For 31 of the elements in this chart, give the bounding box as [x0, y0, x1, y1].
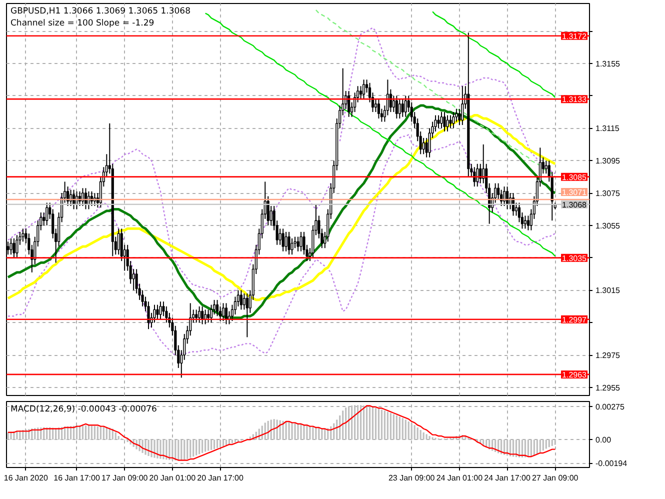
- x-tick-label: 16 Jan 17:00: [54, 474, 100, 482]
- y-tick-label: 1.3115: [596, 124, 620, 134]
- y-tick-label: 1.3095: [596, 156, 621, 166]
- ref-line-label: 1.3068: [562, 200, 588, 210]
- y-tick-label: 1.2955: [596, 383, 621, 392]
- y-tick-label: 1.3075: [596, 189, 621, 198]
- y-tick-label: 1.3015: [596, 286, 621, 296]
- y-tick-label: 1.2975: [596, 351, 621, 360]
- x-tick-label: 27 Jan 09:00: [532, 474, 579, 482]
- y-tick-label: 0.00: [596, 436, 612, 445]
- y-tick-label: 1.3155: [596, 59, 621, 68]
- ref-line-label: 1.3071: [562, 188, 588, 197]
- ref-line-label: 1.3085: [562, 172, 588, 182]
- x-tick-label: 20 Jan 01:00: [149, 474, 196, 482]
- x-tick-label: 17 Jan 09:00: [101, 474, 148, 482]
- ref-line-label: 1.3172: [562, 32, 588, 41]
- y-tick-label: -0.00194: [596, 459, 628, 468]
- chart-title: MACD(12,26,9) -0.00043 -0.00076: [10, 404, 157, 414]
- x-tick-label: 16 Jan 2020: [4, 474, 49, 482]
- ref-line-label: 1.2963: [562, 370, 588, 380]
- ref-line-label: 1.3035: [562, 254, 588, 263]
- ref-line-label: 1.3133: [562, 95, 588, 104]
- ref-line-label: 1.2997: [562, 315, 588, 324]
- chart-title: GBPUSD,H1 1.3066 1.3069 1.3065 1.3068: [10, 6, 190, 16]
- x-tick-label: 20 Jan 17:00: [197, 474, 244, 482]
- y-tick-label: 1.3055: [596, 221, 621, 230]
- y-tick-label: 0.00275: [596, 402, 625, 412]
- x-tick-label: 24 Jan 17:00: [484, 474, 531, 482]
- text: Channel size = 100 Slope = -1.29: [10, 18, 154, 28]
- x-tick-label: 23 Jan 09:00: [388, 474, 436, 482]
- x-tick-label: 24 Jan 01:00: [436, 474, 484, 482]
